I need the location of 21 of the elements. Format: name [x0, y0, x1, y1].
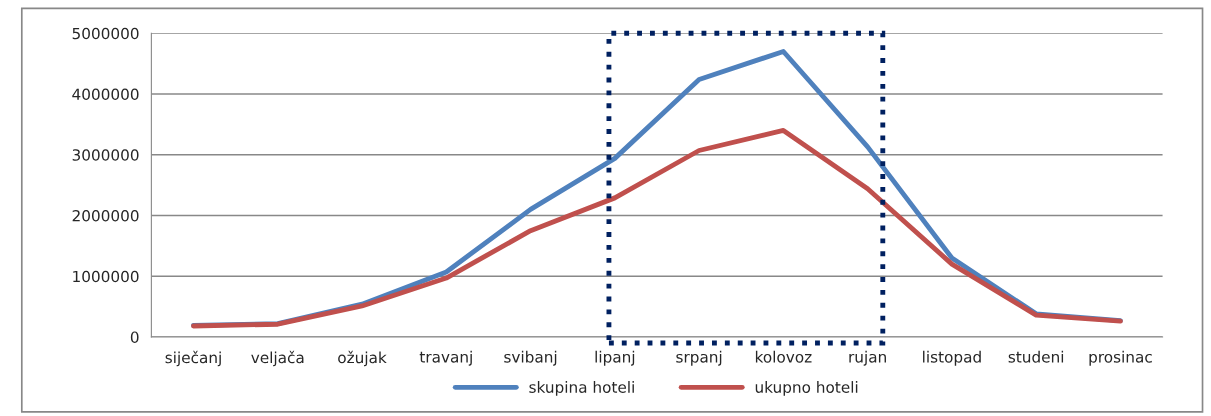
legend-label: ukupno hoteli — [755, 381, 858, 396]
y-tick-label: 0 — [130, 331, 139, 343]
x-tick-label: travanj — [419, 350, 472, 366]
y-tick-label: 1000000 — [73, 270, 139, 283]
x-tick-label: svibanj — [504, 350, 557, 366]
x-tick-label: lipanj — [595, 350, 635, 366]
x-tick-label: siječanj — [165, 350, 221, 367]
x-tick-label: ožujak — [338, 350, 387, 367]
y-tick-label: 5000000 — [72, 27, 139, 40]
line-series — [191, 128, 1123, 329]
x-tick-label: kolovoz — [755, 350, 812, 363]
x-tick-label: rujan — [849, 350, 886, 366]
x-tick-label: prosinac — [1089, 350, 1152, 366]
y-tick-label: 2000000 — [72, 209, 139, 222]
y-tick-label: 4000000 — [72, 88, 139, 101]
x-tick-label: veljača — [251, 350, 304, 367]
legend-label: skupina hoteli — [529, 381, 634, 396]
y-tick-label: 3000000 — [72, 149, 139, 161]
x-tick-label: srpanj — [676, 350, 722, 366]
x-tick-label: studeni — [1008, 350, 1064, 363]
x-tick-label: listopad — [923, 350, 981, 366]
